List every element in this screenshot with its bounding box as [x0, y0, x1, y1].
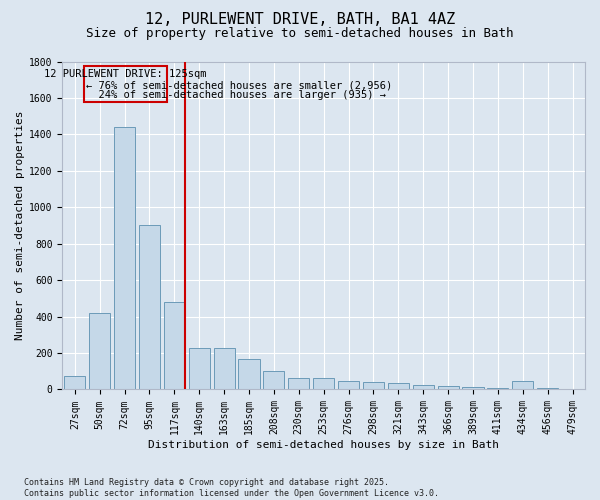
Bar	[413, 385, 434, 390]
Bar	[437, 386, 459, 390]
Bar	[537, 388, 558, 390]
Text: 12 PURLEWENT DRIVE: 125sqm: 12 PURLEWENT DRIVE: 125sqm	[44, 68, 206, 78]
Bar	[114, 127, 135, 390]
Bar	[512, 382, 533, 390]
Bar	[338, 382, 359, 390]
Text: Size of property relative to semi-detached houses in Bath: Size of property relative to semi-detach…	[86, 28, 514, 40]
Bar	[288, 378, 310, 390]
Bar	[562, 388, 583, 390]
Bar	[214, 348, 235, 390]
Bar	[363, 382, 384, 390]
Text: ← 76% of semi-detached houses are smaller (2,956): ← 76% of semi-detached houses are smalle…	[86, 80, 392, 90]
Bar	[487, 388, 508, 390]
X-axis label: Distribution of semi-detached houses by size in Bath: Distribution of semi-detached houses by …	[148, 440, 499, 450]
Text: Contains HM Land Registry data © Crown copyright and database right 2025.
Contai: Contains HM Land Registry data © Crown c…	[24, 478, 439, 498]
Bar	[313, 378, 334, 390]
Bar	[139, 226, 160, 390]
Bar	[388, 383, 409, 390]
Bar	[83, 66, 167, 102]
Bar	[263, 372, 284, 390]
Text: 24% of semi-detached houses are larger (935) →: 24% of semi-detached houses are larger (…	[86, 90, 386, 100]
Bar	[463, 388, 484, 390]
Y-axis label: Number of semi-detached properties: Number of semi-detached properties	[15, 110, 25, 340]
Bar	[188, 348, 210, 390]
Bar	[164, 302, 185, 390]
Bar	[64, 376, 85, 390]
Bar	[89, 313, 110, 390]
Text: 12, PURLEWENT DRIVE, BATH, BA1 4AZ: 12, PURLEWENT DRIVE, BATH, BA1 4AZ	[145, 12, 455, 28]
Bar	[238, 360, 260, 390]
